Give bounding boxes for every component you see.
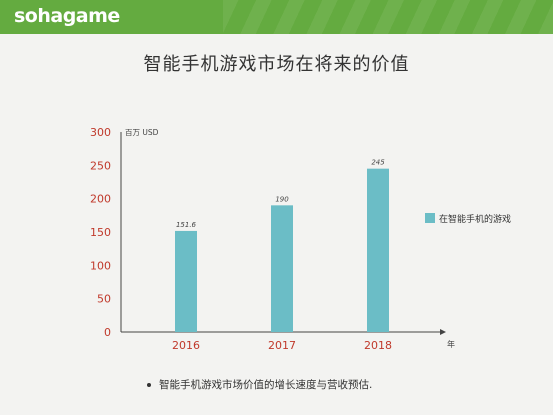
x-axis-label: 年 xyxy=(447,339,455,349)
footnote: 智能手机游戏市场价值的增长速度与营收预估. xyxy=(147,377,372,392)
data-label-2017: 190 xyxy=(275,195,289,203)
bar-2017 xyxy=(271,205,293,332)
bar-2018 xyxy=(367,168,389,332)
y-tick-label: 250 xyxy=(90,159,111,172)
x-tick-label-2016: 2016 xyxy=(172,339,200,352)
y-tick-label: 300 xyxy=(90,126,111,139)
footnote-text: 智能手机游戏市场价值的增长速度与营收预估. xyxy=(159,379,373,391)
y-tick-label: 150 xyxy=(90,226,111,239)
bullet-icon xyxy=(147,383,151,387)
y-tick-label: 200 xyxy=(90,193,111,206)
chart-legend: 在智能手机的游戏 xyxy=(425,213,511,225)
chart-bars: 151.6 2016 190 2017 245 2018 xyxy=(172,159,392,352)
data-label-2018: 245 xyxy=(371,159,385,167)
sohagame-logo: sohagame xyxy=(14,5,120,27)
x-axis-arrow xyxy=(440,329,446,335)
x-tick-label-2017: 2017 xyxy=(268,339,296,352)
y-tick-label: 50 xyxy=(97,293,111,306)
bar-2016 xyxy=(175,230,197,332)
data-label-2016: 151.6 xyxy=(176,221,197,229)
y-axis-label: 百万 USD xyxy=(125,128,159,137)
y-tick-label: 100 xyxy=(90,259,111,272)
legend-swatch xyxy=(425,213,435,223)
legend-label: 在智能手机的游戏 xyxy=(439,213,511,225)
chart-title: 智能手机游戏市场在将来的价值 xyxy=(143,54,410,75)
header-banner: sohagame xyxy=(0,0,553,34)
banner-pattern xyxy=(223,0,553,34)
x-tick-label-2018: 2018 xyxy=(364,339,392,352)
y-tick-label: 0 xyxy=(104,326,111,339)
